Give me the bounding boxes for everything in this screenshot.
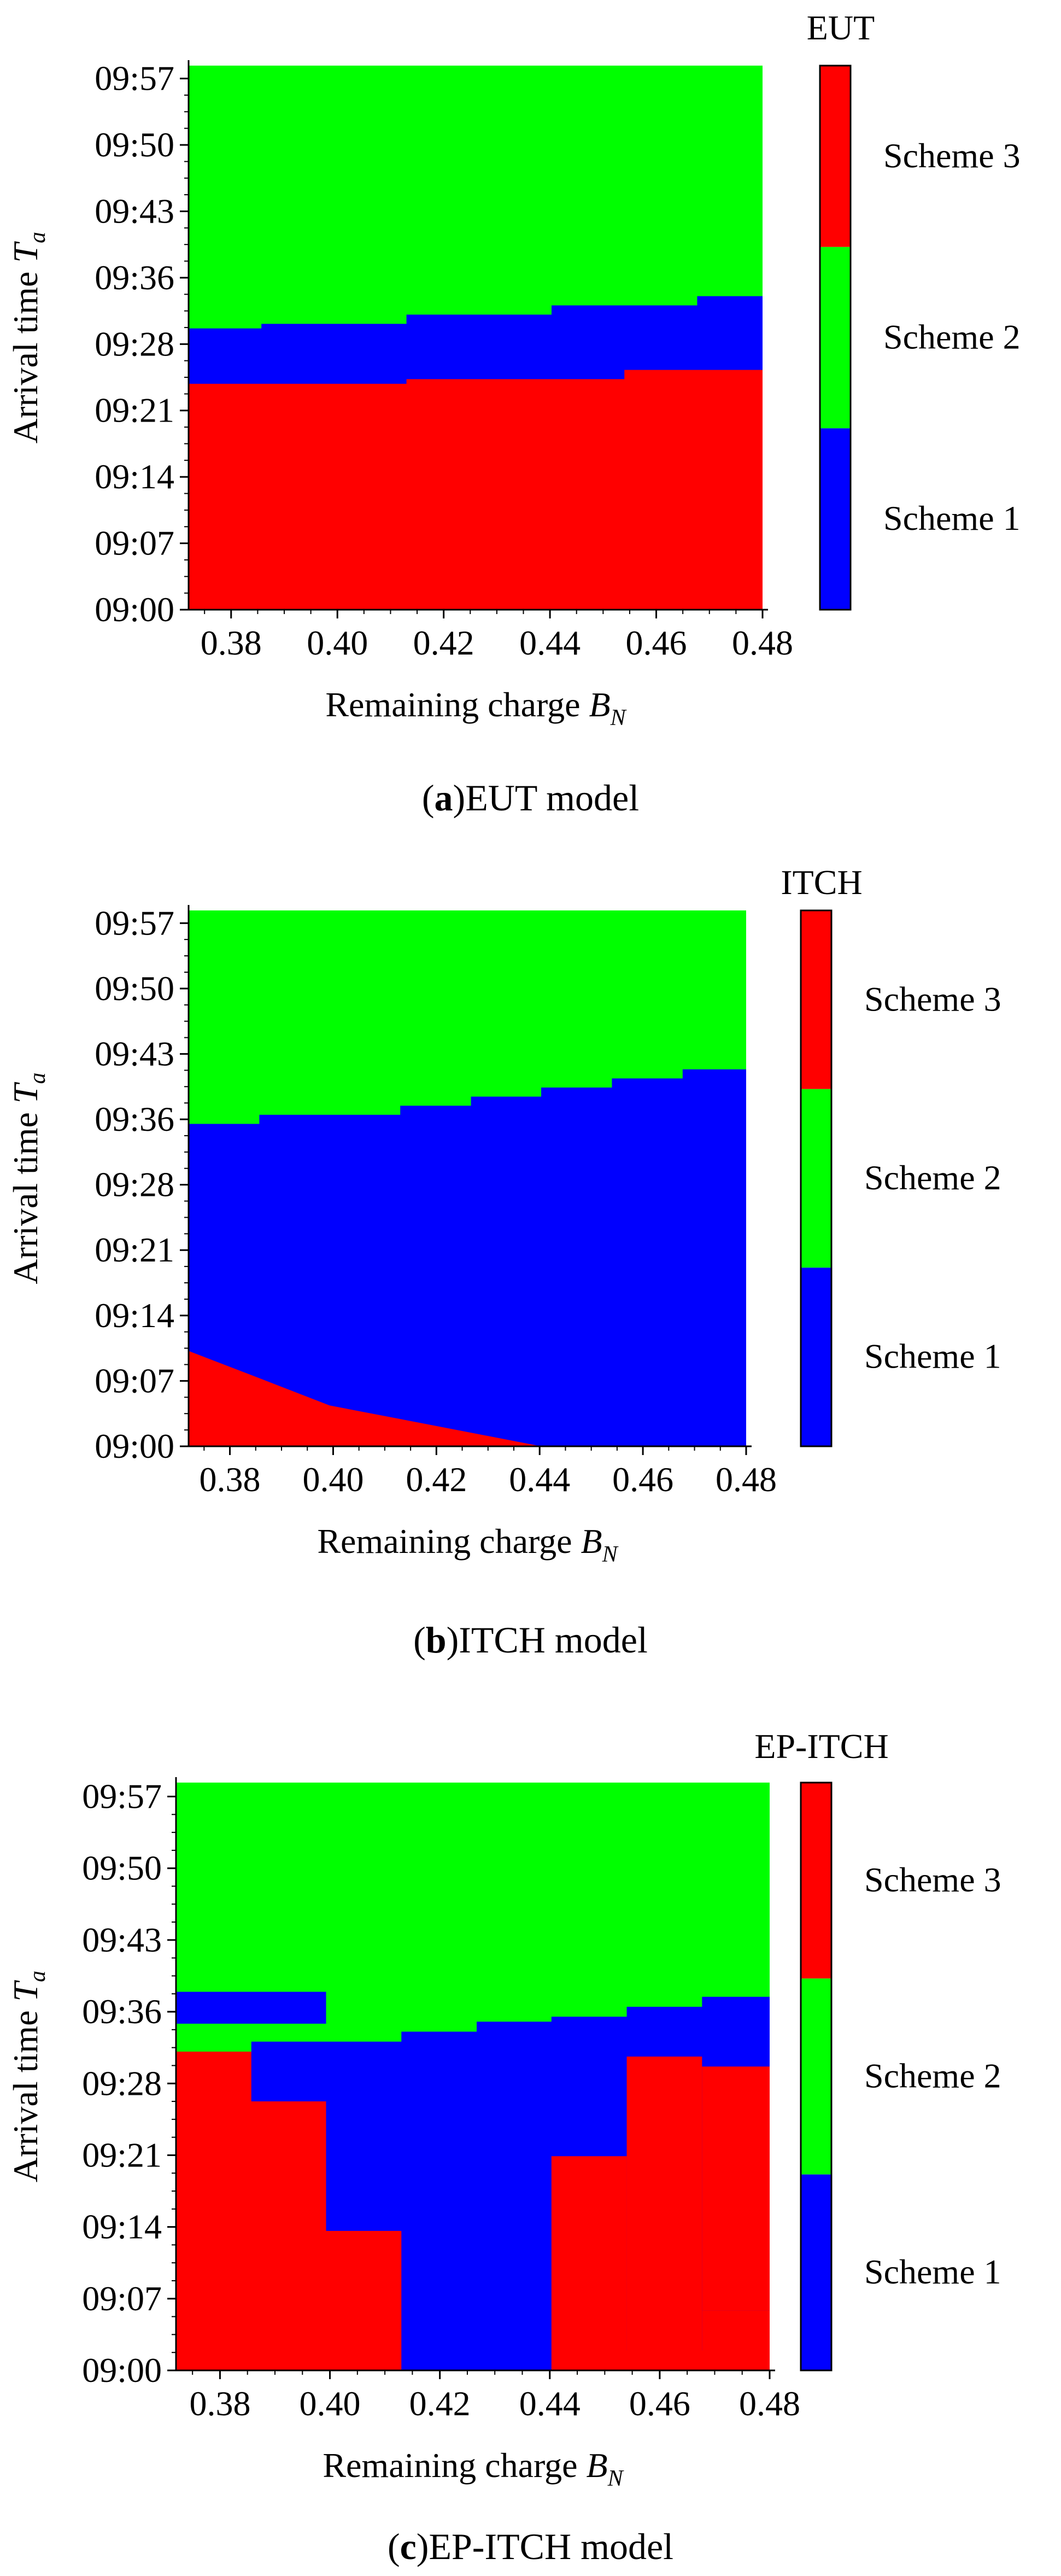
region-scheme-3	[189, 370, 763, 610]
y-tick-label: 09:28	[95, 324, 174, 363]
x-tick-label: 0.40	[307, 623, 368, 662]
y-tick-label: 09:36	[95, 258, 174, 297]
colorbar-segment	[801, 1267, 831, 1446]
panel-a: 09:00 09:07 09:14 09:21 09:28 09:36 09:43 09:50…	[0, 0, 1061, 842]
y-tick-label: 09:43	[95, 1034, 174, 1073]
chart-itch: 09:00 09:07 09:14 09:21 09:28 09:36 09:43 09:50…	[6, 863, 1001, 1567]
y-tick-label: 09:00	[82, 2351, 162, 2390]
x-tick-label: 0.44	[519, 623, 581, 662]
y-tick-label: 09:43	[82, 1920, 162, 1959]
colorbar-title: EP-ITCH	[754, 1727, 888, 1766]
y-tick-label: 09:57	[82, 1777, 162, 1816]
y-axis-label: Arrival time Ta	[6, 1971, 50, 2182]
x-tick-label: 0.46	[626, 623, 687, 662]
x-tick-label: 0.48	[732, 623, 793, 662]
colorbar-title: ITCH	[781, 863, 862, 902]
colorbar-frame	[800, 1781, 833, 2371]
y-tick-label: 09:36	[82, 1992, 162, 2031]
y-tick-label: 09:50	[95, 969, 174, 1008]
y-tick-label: 09:21	[95, 1230, 174, 1269]
y-tick-label: 09:50	[95, 125, 174, 164]
x-tick-label: 0.38	[189, 2384, 250, 2423]
x-axis-label: Remaining charge BN	[325, 685, 626, 731]
chart-ep-itch: 09:00 09:07 09:14 09:21 09:28 09:36 09:43 09:50…	[6, 1727, 1001, 2491]
x-tick-label: 0.42	[413, 623, 474, 662]
colorbar-label: Scheme 1	[864, 2252, 1001, 2291]
x-tick-label: 0.38	[200, 1460, 261, 1499]
y-tick-label: 09:21	[95, 391, 174, 430]
colorbar-label: Scheme 2	[864, 1158, 1001, 1197]
x-tick-label: 0.48	[716, 1460, 777, 1499]
y-tick-label: 09:57	[95, 903, 174, 942]
x-tick-label: 0.46	[612, 1460, 673, 1499]
y-tick-label: 09:57	[95, 59, 174, 98]
y-tick-label: 09:50	[82, 1849, 162, 1888]
colorbar-segment	[801, 1978, 831, 2175]
colorbar-segment	[820, 247, 851, 429]
y-tick-label: 09:43	[95, 191, 174, 230]
colorbar-label: Scheme 1	[883, 499, 1021, 538]
panel-b: 09:00 09:07 09:14 09:21 09:28 09:36 09:43 09:50…	[0, 842, 1061, 1695]
x-axis-label: Remaining charge BN	[323, 2446, 624, 2491]
island-region	[626, 2057, 702, 2351]
x-tick-label: 0.44	[509, 1460, 570, 1499]
x-tick-label: 0.48	[739, 2384, 800, 2423]
colorbar-frame	[819, 65, 852, 611]
y-tick-label: 09:14	[95, 457, 174, 496]
region-scheme-3	[189, 1351, 612, 1446]
y-tick-label: 09:36	[95, 1100, 174, 1138]
y-tick-label: 09:28	[95, 1165, 174, 1204]
island-region	[176, 1991, 326, 2024]
x-tick-label: 0.38	[201, 623, 262, 662]
x-tick-label: 0.42	[406, 1460, 467, 1499]
panel-c: 09:00 09:07 09:14 09:21 09:28 09:36 09:43 09:50…	[0, 1695, 1061, 2576]
region-scheme-1	[189, 1069, 746, 1446]
y-tick-label: 09:07	[82, 2279, 162, 2318]
y-tick-label: 09:28	[82, 2064, 162, 2102]
colorbar-frame	[800, 909, 833, 1447]
x-tick-label: 0.42	[409, 2384, 471, 2423]
colorbar-segment	[820, 428, 851, 610]
colorbar-label: Scheme 2	[864, 2057, 1001, 2095]
colorbar-label: Scheme 3	[864, 979, 1001, 1018]
x-axis-label: Remaining charge BN	[317, 1522, 618, 1567]
x-tick-label: 0.40	[302, 1460, 364, 1499]
colorbar-label: Scheme 3	[864, 1860, 1001, 1899]
caption-a: (a)EUT model	[421, 777, 640, 819]
colorbar-label: Scheme 1	[864, 1337, 1001, 1376]
x-tick-label: 0.44	[519, 2384, 581, 2423]
colorbar-segment	[801, 2174, 831, 2370]
colorbar-segment	[801, 1783, 831, 1979]
y-tick-label: 09:14	[82, 2207, 162, 2246]
y-tick-label: 09:07	[95, 524, 174, 563]
y-tick-label: 09:07	[95, 1361, 174, 1400]
island-region	[702, 2066, 770, 2311]
caption-c: (c)EP-ITCH model	[387, 2526, 674, 2567]
colorbar-segment	[820, 66, 851, 247]
y-tick-label: 09:00	[95, 1427, 174, 1465]
colorbar-segment	[801, 910, 831, 1089]
chart-eut: 09:00 09:07 09:14 09:21 09:28 09:36 09:43 09:50…	[6, 8, 1021, 731]
colorbar-segment	[801, 1089, 831, 1268]
colorbar-title: EUT	[807, 8, 875, 47]
y-axis-label: Arrival time Ta	[6, 232, 50, 443]
y-tick-label: 09:14	[95, 1296, 174, 1335]
region-scheme-3	[176, 2051, 770, 2370]
x-tick-label: 0.40	[300, 2384, 361, 2423]
x-tick-label: 0.46	[629, 2384, 690, 2423]
caption-b: (b)ITCH model	[413, 1619, 648, 1661]
y-axis-label: Arrival time Ta	[6, 1072, 50, 1284]
colorbar-label: Scheme 3	[883, 136, 1021, 175]
y-tick-label: 09:21	[82, 2135, 162, 2174]
y-tick-label: 09:00	[95, 590, 174, 629]
colorbar-label: Scheme 2	[883, 318, 1021, 357]
